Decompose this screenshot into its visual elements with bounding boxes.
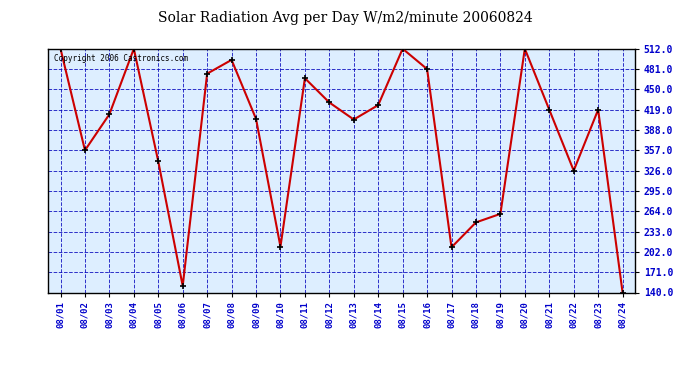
- Text: Solar Radiation Avg per Day W/m2/minute 20060824: Solar Radiation Avg per Day W/m2/minute …: [157, 11, 533, 25]
- Text: Copyright 2006 Castronics.com: Copyright 2006 Castronics.com: [55, 54, 188, 63]
